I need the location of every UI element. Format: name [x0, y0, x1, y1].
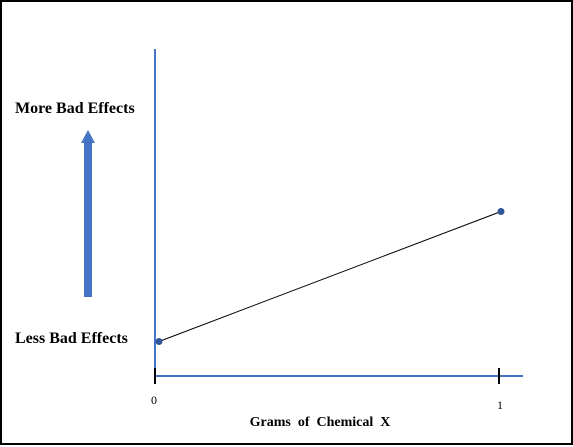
y-bottom-label: Less Bad Effects: [15, 330, 128, 347]
x-tick-label-0: 0: [151, 393, 157, 407]
up-arrow-icon: [81, 130, 95, 297]
y-top-label: More Bad Effects: [15, 100, 135, 117]
data-point-0-1: [497, 208, 505, 215]
data-point-0-0: [155, 338, 163, 345]
x-tick-label-1: 1: [497, 398, 503, 412]
plot-area: [155, 208, 505, 345]
x-axis-label: Grams of Chemical X: [250, 415, 391, 430]
series-line-0: [158, 211, 502, 342]
